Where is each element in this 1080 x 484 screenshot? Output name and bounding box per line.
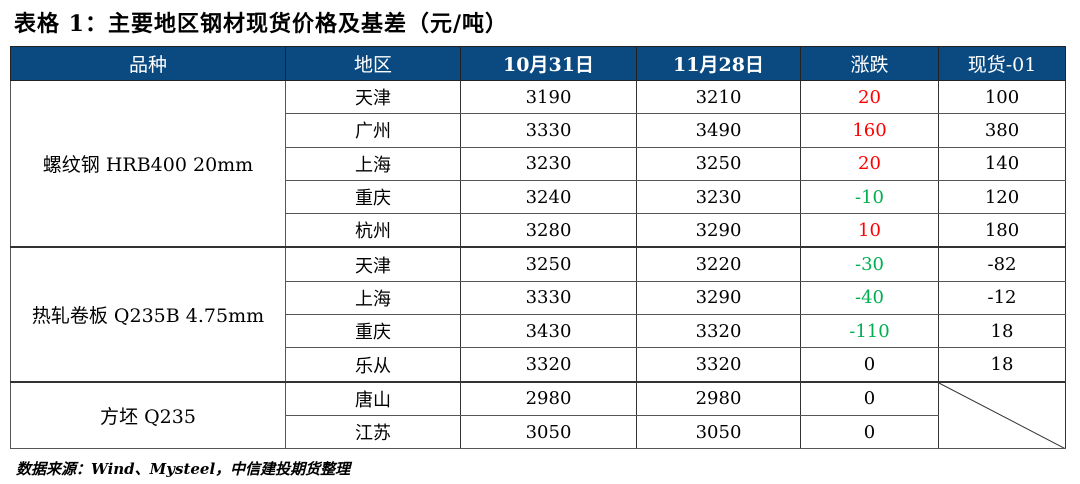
nov28-cell: 3320 bbox=[636, 314, 801, 349]
nov28-cell: 3210 bbox=[636, 79, 801, 115]
basis-cell: 140 bbox=[938, 146, 1066, 181]
region-cell: 杭州 bbox=[285, 213, 461, 248]
table-title: 表格 1：主要地区钢材现货价格及基差（元/吨） bbox=[14, 11, 509, 37]
table-row: 螺纹钢 HRB400 20mm 天津 3190 3210 20 100 bbox=[10, 79, 1066, 248]
steel-price-table: 品种 地区 10月31日 11月28日 涨跌 现货-01 螺纹钢 HRB400 20mm 天… bbox=[10, 46, 1066, 450]
column-header: 涨跌 bbox=[800, 46, 939, 81]
table-row: 热轧卷板 Q235B 4.75mm 天津 3250 3220 -30 -82 bbox=[10, 246, 1066, 383]
column-header: 地区 bbox=[285, 46, 461, 81]
region-cell: 广州 bbox=[285, 113, 461, 148]
column-header: 品种 bbox=[10, 46, 286, 81]
table-row: 重庆 3430 3320 -110 18 bbox=[11, 314, 1066, 349]
oct31-cell: 3330 bbox=[460, 113, 637, 148]
oct31-cell: 3320 bbox=[460, 347, 637, 383]
nov28-cell: 3230 bbox=[636, 179, 801, 215]
table-row: 广州 3330 3490 160 380 bbox=[11, 113, 1066, 148]
region-cell: 天津 bbox=[285, 246, 461, 282]
table-row: 上海 3230 3250 20 140 bbox=[11, 146, 1066, 181]
basis-cell: 100 bbox=[938, 79, 1066, 115]
product-cell: 螺纹钢 HRB400 20mm bbox=[10, 80, 286, 248]
region-cell: 天津 bbox=[285, 79, 461, 115]
basis-cell: 180 bbox=[938, 213, 1066, 248]
source-note: 数据来源：Wind、Mysteel，中信建投期货整理 bbox=[16, 460, 351, 478]
region-cell: 乐从 bbox=[285, 347, 461, 383]
basis-cell: 18 bbox=[938, 347, 1066, 383]
oct31-cell: 3190 bbox=[460, 79, 637, 115]
change-cell: 0 bbox=[800, 380, 939, 416]
change-cell: 160 bbox=[800, 113, 939, 148]
oct31-cell: 3250 bbox=[460, 246, 637, 282]
basis-cell: 380 bbox=[938, 113, 1066, 148]
nov28-cell: 3050 bbox=[636, 414, 801, 450]
nov28-cell: 3290 bbox=[636, 213, 801, 248]
table-row: 乐从 3320 3320 0 18 bbox=[11, 347, 1066, 383]
oct31-cell: 3230 bbox=[460, 146, 637, 181]
nov28-cell: 3250 bbox=[636, 146, 801, 181]
change-cell: -110 bbox=[800, 314, 939, 349]
region-cell: 江苏 bbox=[285, 414, 461, 450]
nov28-cell: 3290 bbox=[636, 280, 801, 316]
change-cell: 0 bbox=[800, 347, 939, 383]
column-header: 现货-01 bbox=[938, 46, 1066, 81]
oct31-cell: 3280 bbox=[460, 213, 637, 248]
basis-cell: 120 bbox=[938, 179, 1066, 215]
oct31-cell: 3430 bbox=[460, 314, 637, 349]
region-cell: 唐山 bbox=[285, 380, 461, 416]
table-row: 杭州 3280 3290 10 180 bbox=[11, 213, 1066, 248]
column-header: 11月28日 bbox=[636, 46, 801, 81]
column-header: 10月31日 bbox=[460, 46, 637, 81]
change-cell: 10 bbox=[800, 213, 939, 248]
basis-cell: -82 bbox=[938, 246, 1066, 282]
region-cell: 上海 bbox=[285, 146, 461, 181]
change-cell: 20 bbox=[800, 79, 939, 115]
product-cell: 方坯 Q235 bbox=[10, 380, 286, 450]
change-cell: 0 bbox=[800, 414, 939, 450]
product-cell: 热轧卷板 Q235B 4.75mm bbox=[10, 246, 286, 383]
nov28-cell: 3490 bbox=[636, 113, 801, 148]
basis-cell: -12 bbox=[938, 280, 1066, 316]
empty-diagonal-cell bbox=[938, 380, 1066, 450]
table-row: 江苏 3050 3050 0 bbox=[11, 414, 1066, 450]
table-row: 上海 3330 3290 -40 -12 bbox=[11, 280, 1066, 316]
table-row: 重庆 3240 3230 -10 120 bbox=[11, 179, 1066, 215]
change-cell: -40 bbox=[800, 280, 939, 316]
change-cell: 20 bbox=[800, 146, 939, 181]
change-cell: -30 bbox=[800, 246, 939, 282]
region-cell: 重庆 bbox=[285, 314, 461, 349]
oct31-cell: 2980 bbox=[460, 380, 637, 416]
basis-cell: 18 bbox=[938, 314, 1066, 349]
region-cell: 上海 bbox=[285, 280, 461, 316]
nov28-cell: 3220 bbox=[636, 246, 801, 282]
region-cell: 重庆 bbox=[285, 179, 461, 215]
oct31-cell: 3330 bbox=[460, 280, 637, 316]
table-row: 方坯 Q235 唐山 2980 2980 0 bbox=[10, 380, 1066, 450]
nov28-cell: 3320 bbox=[636, 347, 801, 383]
oct31-cell: 3240 bbox=[460, 179, 637, 215]
change-cell: -10 bbox=[800, 179, 939, 215]
oct31-cell: 3050 bbox=[460, 414, 637, 450]
nov28-cell: 2980 bbox=[636, 380, 801, 416]
